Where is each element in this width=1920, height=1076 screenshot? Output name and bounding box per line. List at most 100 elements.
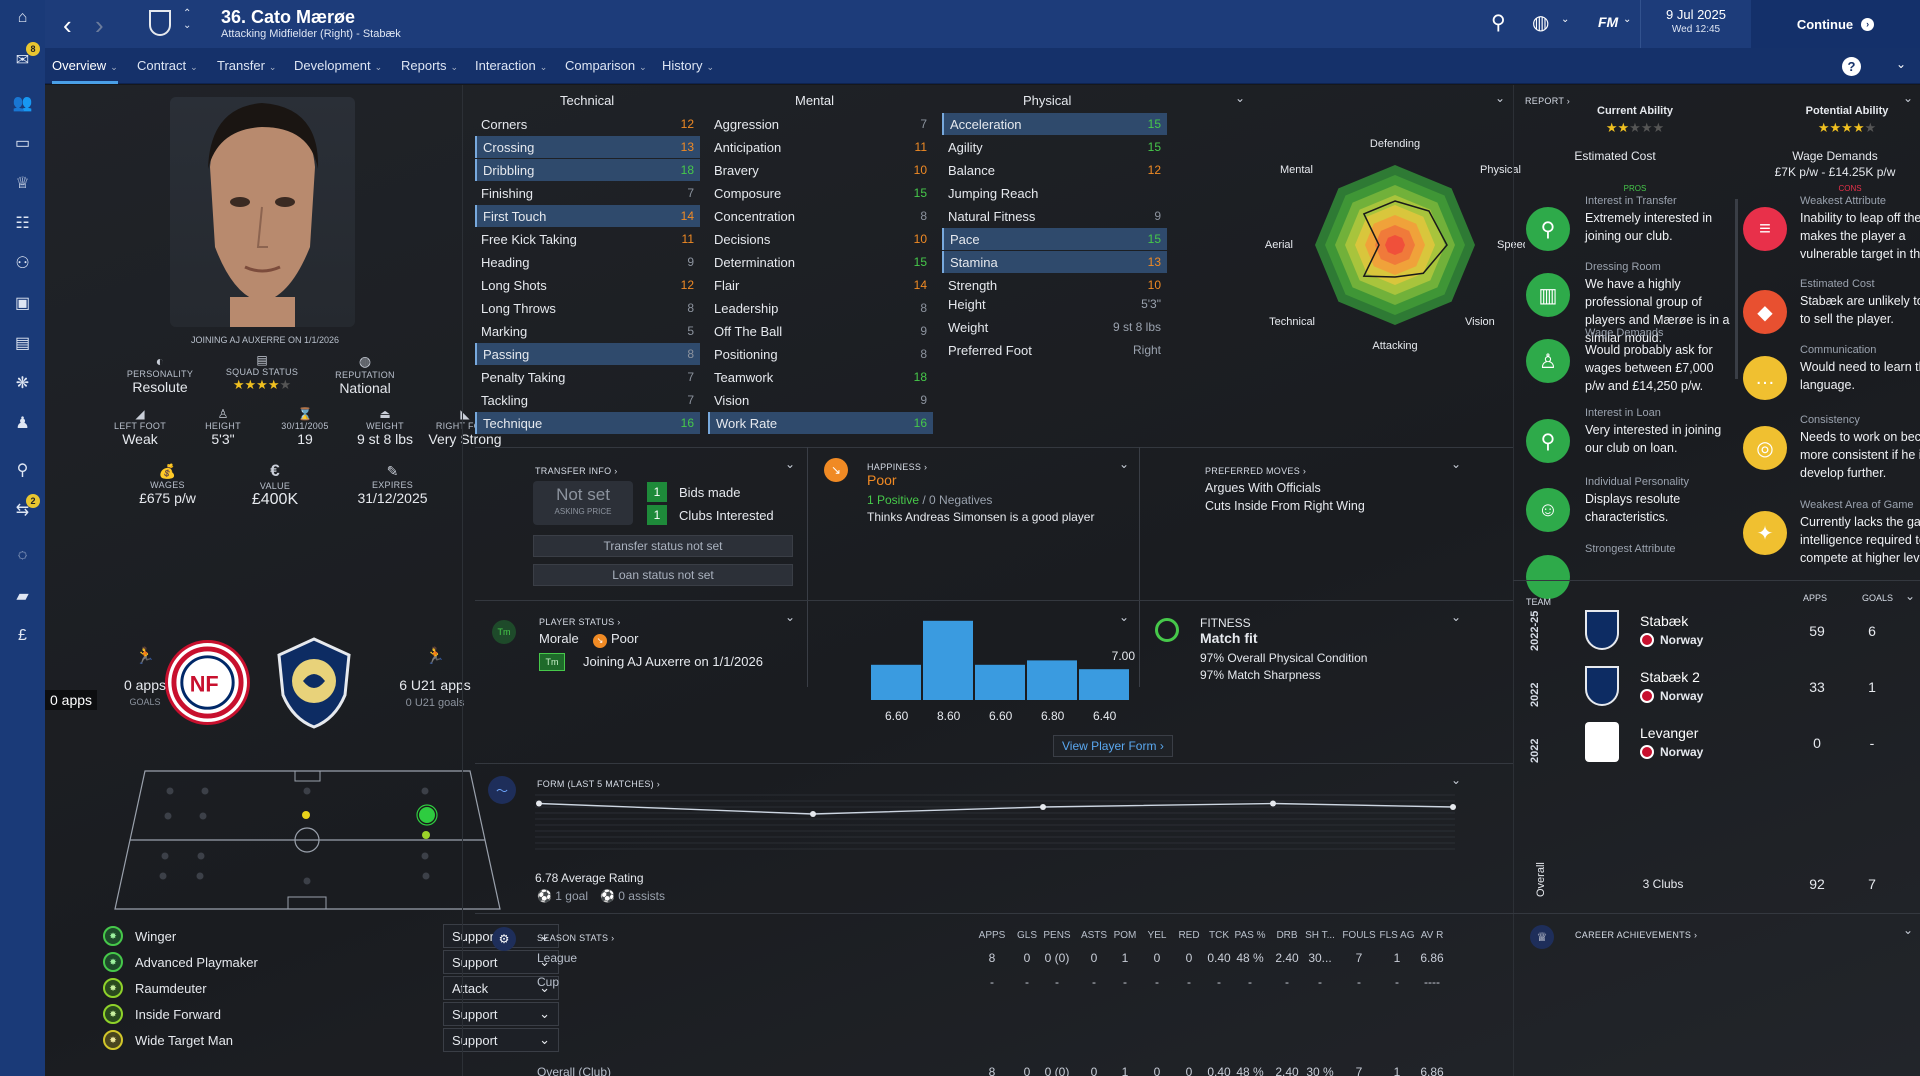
- tab-transfer[interactable]: Transfer ⌄: [217, 58, 277, 73]
- chevron-down-icon[interactable]: ⌄: [1561, 14, 1570, 25]
- attribute-row[interactable]: Composure 15: [708, 182, 933, 204]
- tab-history[interactable]: History ⌄: [662, 58, 714, 73]
- tab-development[interactable]: Development ⌄: [294, 58, 383, 73]
- attribute-row[interactable]: Long Throws 8: [475, 297, 700, 319]
- chevron-down-icon[interactable]: ⌄: [1905, 589, 1916, 603]
- schedule-icon[interactable]: ▤: [14, 335, 31, 352]
- club-crest[interactable]: [1585, 610, 1619, 650]
- chevron-down-icon[interactable]: ⌄: [1119, 610, 1130, 624]
- finances-icon[interactable]: £: [18, 627, 27, 644]
- globe-icon[interactable]: ◍: [1532, 12, 1550, 34]
- stat-header[interactable]: PENS: [1043, 930, 1071, 941]
- player-status-title[interactable]: PLAYER STATUS ›: [539, 617, 621, 627]
- tab-interaction[interactable]: Interaction ⌄: [475, 58, 548, 73]
- player-switch-icon[interactable]: ⌃ ⌄: [183, 8, 192, 31]
- tab-comparison[interactable]: Comparison ⌄: [565, 58, 647, 73]
- tab-contract[interactable]: Contract ⌄: [137, 58, 198, 73]
- stat-header[interactable]: DRB: [1276, 930, 1298, 941]
- stat-header[interactable]: RED: [1178, 930, 1200, 941]
- scouting-icon[interactable]: ♟: [15, 415, 30, 432]
- pros-scrollbar[interactable]: [1735, 199, 1738, 379]
- loan-status-button[interactable]: Loan status not set: [533, 564, 793, 586]
- training-icon[interactable]: ⚇: [15, 255, 30, 272]
- chevron-down-icon[interactable]: ⌄: [1119, 457, 1130, 471]
- attribute-row[interactable]: Long Shots 12: [475, 274, 700, 296]
- club-name[interactable]: Stabæk: [1640, 613, 1689, 629]
- chevron-down-icon[interactable]: ⌄: [1623, 14, 1632, 25]
- attribute-row[interactable]: Passing 8: [475, 343, 700, 365]
- role-row[interactable]: ✸ Raumdeuter Attack ⌄: [103, 976, 559, 1000]
- season-stats-title[interactable]: SEASON STATS ›: [537, 933, 615, 943]
- stat-header[interactable]: AV R: [1420, 930, 1444, 941]
- squad-icon[interactable]: 👥: [12, 95, 33, 112]
- inbox-icon[interactable]: ✉: [15, 52, 30, 69]
- staff-icon[interactable]: ☷: [15, 215, 30, 232]
- tab-reports[interactable]: Reports ⌄: [401, 58, 459, 73]
- stat-header[interactable]: FOULS: [1342, 930, 1376, 941]
- attribute-row[interactable]: Vision 9: [708, 389, 933, 411]
- attribute-row[interactable]: Off The Ball 9: [708, 320, 933, 342]
- attribute-row[interactable]: Pace 15: [942, 228, 1167, 250]
- attribute-row[interactable]: Leadership 8: [708, 297, 933, 319]
- attribute-row[interactable]: Balance 12: [942, 159, 1167, 181]
- search-icon[interactable]: ⚲: [16, 462, 29, 479]
- attribute-row[interactable]: Natural Fitness 9: [942, 205, 1167, 227]
- role-row[interactable]: ✸ Wide Target Man Support ⌄: [103, 1028, 559, 1052]
- duty-dropdown[interactable]: Support ⌄: [443, 1002, 559, 1026]
- club-crest-icon[interactable]: [149, 10, 171, 36]
- stat-header[interactable]: TCK: [1209, 930, 1229, 941]
- attribute-row[interactable]: Stamina 13: [942, 251, 1167, 273]
- role-row[interactable]: ✸ Winger Support ⌄: [103, 924, 559, 948]
- search-icon[interactable]: ⚲: [1491, 12, 1506, 34]
- transfers-icon[interactable]: ⇆: [15, 502, 30, 519]
- attribute-row[interactable]: Free Kick Taking 11: [475, 228, 700, 250]
- help-icon[interactable]: ?: [1842, 57, 1861, 76]
- attribute-row[interactable]: Penalty Taking 7: [475, 366, 700, 388]
- club-crest[interactable]: [1585, 666, 1619, 706]
- tactics-icon[interactable]: ▭: [14, 135, 31, 152]
- back-icon[interactable]: ‹: [63, 10, 72, 40]
- attribute-row[interactable]: Agility 15: [942, 136, 1167, 158]
- preferred-moves-title[interactable]: PREFERRED MOVES ›: [1205, 466, 1307, 476]
- attribute-row[interactable]: Flair 14: [708, 274, 933, 296]
- transfer-status-button[interactable]: Transfer status not set: [533, 535, 793, 557]
- club-crest[interactable]: [1585, 722, 1619, 762]
- role-row[interactable]: ✸ Inside Forward Support ⌄: [103, 1002, 559, 1026]
- attribute-row[interactable]: Anticipation 11: [708, 136, 933, 158]
- home-icon[interactable]: ⌂: [17, 9, 28, 26]
- transfer-info-title[interactable]: TRANSFER INFO ›: [535, 466, 618, 476]
- stat-header[interactable]: ASTS: [1080, 930, 1108, 941]
- attribute-row[interactable]: Bravery 10: [708, 159, 933, 181]
- attribute-row[interactable]: Determination 15: [708, 251, 933, 273]
- chevron-down-icon[interactable]: ⌄: [1451, 773, 1462, 787]
- attribute-row[interactable]: Acceleration 15: [942, 113, 1167, 135]
- report-title[interactable]: REPORT ›: [1525, 96, 1571, 106]
- stat-header[interactable]: APPS: [978, 930, 1006, 941]
- attribute-row[interactable]: Strength 10: [942, 274, 1167, 296]
- chevron-down-icon[interactable]: ⌄: [1451, 610, 1462, 624]
- attribute-row[interactable]: Aggression 7: [708, 113, 933, 135]
- attribute-row[interactable]: First Touch 14: [475, 205, 700, 227]
- stat-header[interactable]: SH T...: [1305, 930, 1335, 941]
- attribute-row[interactable]: Jumping Reach: [942, 182, 1167, 204]
- chevron-down-icon[interactable]: ⌄: [785, 457, 796, 471]
- stat-header[interactable]: FLS AG: [1379, 930, 1415, 941]
- attribute-row[interactable]: Marking 5: [475, 320, 700, 342]
- career-achievements-title[interactable]: CAREER ACHIEVEMENTS ›: [1575, 930, 1698, 940]
- briefcase-icon[interactable]: ▰: [16, 588, 29, 605]
- chevron-down-icon[interactable]: ⌄: [1903, 923, 1914, 937]
- chevron-down-icon[interactable]: ⌄: [785, 610, 796, 624]
- view-player-form-button[interactable]: View Player Form ›: [1053, 735, 1173, 757]
- form-title[interactable]: FORM (LAST 5 MATCHES) ›: [537, 779, 661, 789]
- attribute-row[interactable]: Concentration 8: [708, 205, 933, 227]
- stat-header[interactable]: YEL: [1147, 930, 1167, 941]
- stat-header[interactable]: POM: [1113, 930, 1137, 941]
- attribute-row[interactable]: Decisions 10: [708, 228, 933, 250]
- fm-logo[interactable]: FM: [1598, 14, 1619, 30]
- duty-dropdown[interactable]: Support ⌄: [443, 1028, 559, 1052]
- chevron-down-icon[interactable]: ⌄: [1235, 91, 1246, 105]
- attribute-row[interactable]: Crossing 13: [475, 136, 700, 158]
- chevron-down-icon[interactable]: ⌄: [1451, 457, 1462, 471]
- attribute-row[interactable]: Work Rate 16: [708, 412, 933, 434]
- club-name[interactable]: Stabæk 2: [1640, 669, 1700, 685]
